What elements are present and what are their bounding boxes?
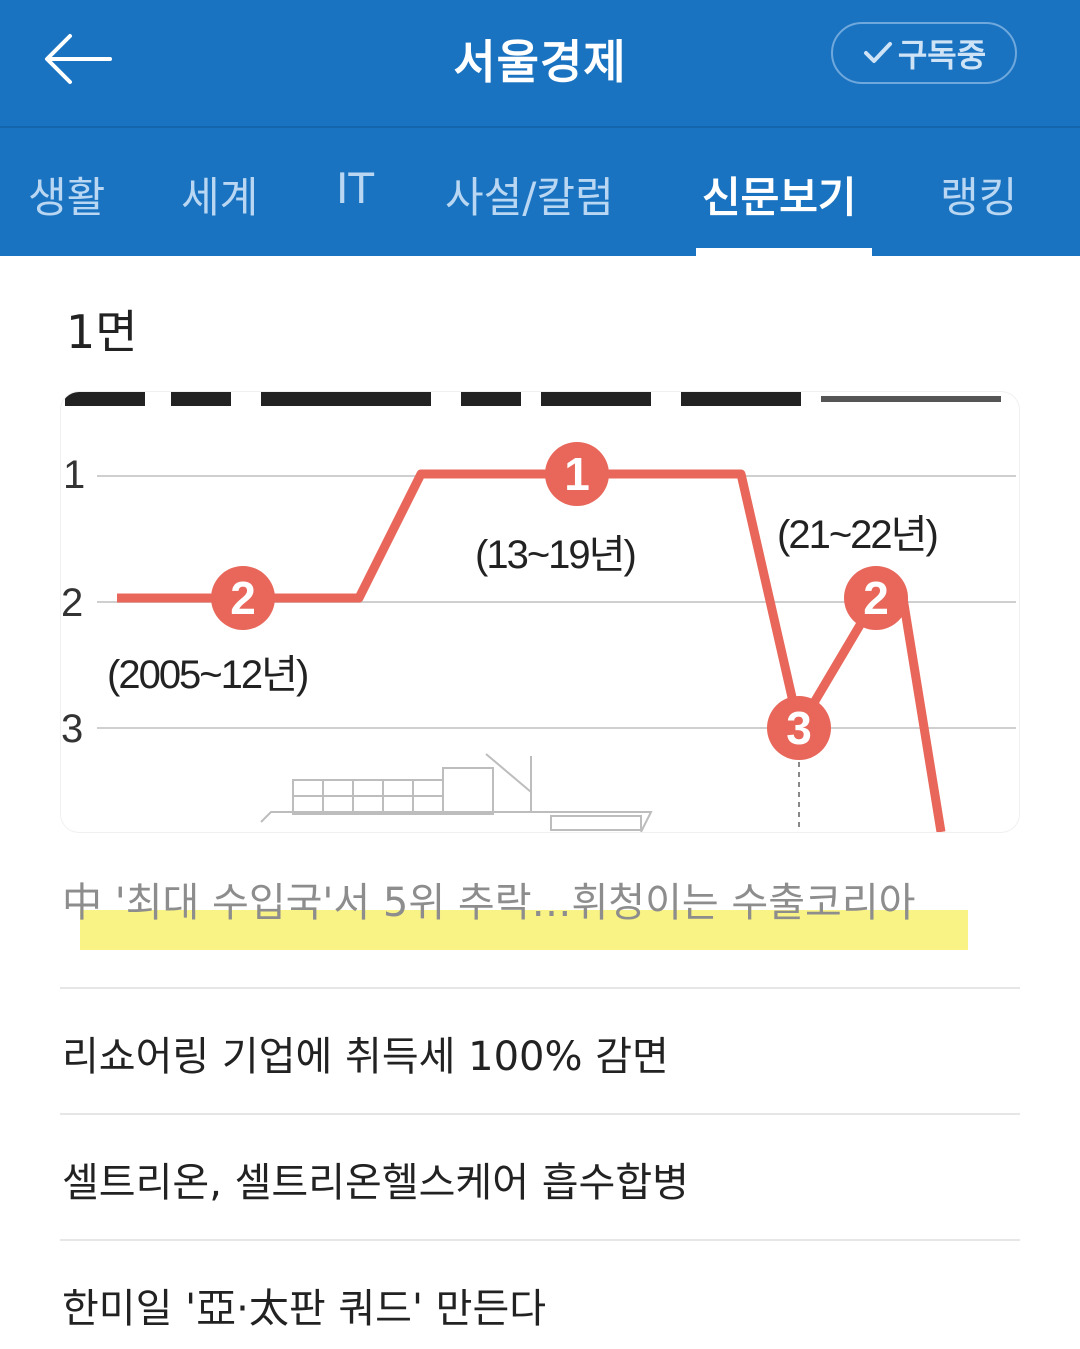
article-link[interactable]: 리쇼어링 기업에 취득세 100% 감면 bbox=[62, 1034, 669, 1080]
text-highlight bbox=[80, 910, 968, 950]
svg-text:3: 3 bbox=[786, 702, 812, 754]
app-title: 서울경제 bbox=[453, 35, 627, 89]
divider bbox=[60, 1113, 1020, 1115]
category-tabs: 생활 세계 IT 사설/칼럼 신문보기 랭킹 bbox=[0, 128, 1080, 256]
section-title: 1면 bbox=[66, 305, 138, 359]
article-link[interactable]: 한미일 '亞·太판 쿼드' 만든다 bbox=[62, 1286, 547, 1332]
svg-text:2: 2 bbox=[863, 572, 889, 624]
y-tick-2: 2 bbox=[61, 581, 83, 625]
svg-text:2: 2 bbox=[230, 572, 256, 624]
active-tab-indicator bbox=[696, 248, 872, 256]
tab-it[interactable]: IT bbox=[336, 164, 375, 213]
y-tick-3: 3 bbox=[61, 707, 83, 751]
tab-editorial[interactable]: 사설/칼럼 bbox=[445, 173, 614, 222]
y-tick-1: 1 bbox=[63, 453, 85, 497]
article-headline[interactable]: 中 '최대 수입국'서 5위 추락…휘청이는 수출코리아 bbox=[62, 880, 916, 926]
rank-marker-4: 2 bbox=[844, 566, 908, 630]
top-bar: 서울경제 구독중 bbox=[0, 0, 1080, 126]
svg-text:1: 1 bbox=[564, 448, 590, 500]
article-thumbnail[interactable]: 1 2 3 2 1 3 bbox=[61, 392, 1019, 832]
subscribe-button[interactable]: 구독중 bbox=[831, 22, 1017, 84]
period-label-2005-12: (2005~12년) bbox=[107, 653, 307, 697]
divider bbox=[60, 987, 1020, 989]
check-icon bbox=[863, 42, 892, 63]
tab-newspaper[interactable]: 신문보기 bbox=[702, 173, 857, 222]
header-divider bbox=[0, 126, 1080, 128]
subscribe-label: 구독중 bbox=[897, 36, 987, 74]
period-label-13-19: (13~19년) bbox=[475, 533, 635, 577]
divider bbox=[60, 1239, 1020, 1241]
tab-life[interactable]: 생활 bbox=[28, 173, 106, 222]
article-link[interactable]: 셀트리온, 셀트리온헬스케어 흡수합병 bbox=[62, 1160, 689, 1206]
ship-illustration bbox=[260, 753, 653, 832]
period-label-21-22: (21~22년) bbox=[777, 513, 937, 557]
rank-marker-3: 3 bbox=[767, 696, 831, 760]
rank-marker-1: 2 bbox=[211, 566, 275, 630]
rank-marker-2: 1 bbox=[545, 442, 609, 506]
tab-ranking[interactable]: 랭킹 bbox=[940, 173, 1018, 222]
cropped-graphic-title bbox=[65, 392, 1001, 406]
tab-world[interactable]: 세계 bbox=[181, 173, 259, 222]
back-arrow-icon[interactable] bbox=[40, 24, 120, 94]
